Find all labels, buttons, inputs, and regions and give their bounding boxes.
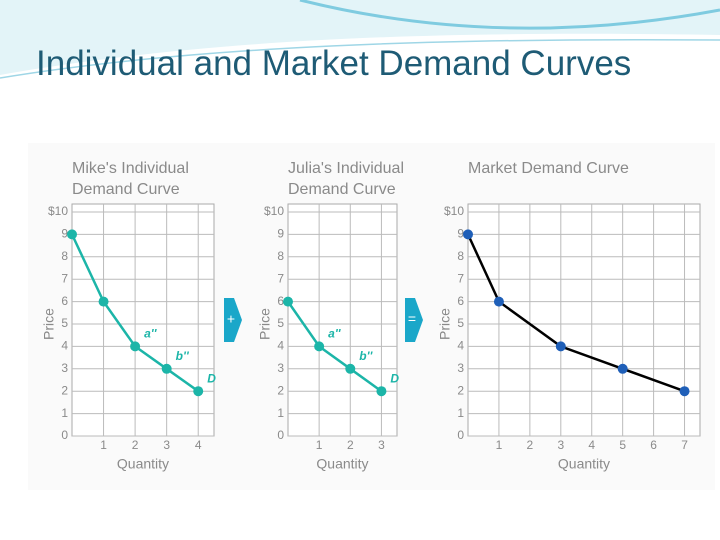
annotation: D xyxy=(390,371,399,385)
y-tick-label: 3 xyxy=(457,361,464,375)
x-tick-label: 2 xyxy=(132,438,139,452)
point xyxy=(193,386,204,397)
y-tick-label: 0 xyxy=(61,428,68,442)
y-tick-label: 4 xyxy=(61,339,68,353)
decor xyxy=(0,0,720,75)
y-tick-label: 6 xyxy=(457,294,464,308)
x-tick-label: 3 xyxy=(378,438,385,452)
y-tick-label: 6 xyxy=(61,294,68,308)
y-tick-label: 0 xyxy=(277,428,284,442)
operator-arrow xyxy=(224,298,242,342)
point xyxy=(67,229,77,240)
point xyxy=(493,296,504,307)
y-tick-label: 9 xyxy=(277,227,284,241)
point xyxy=(130,341,141,352)
point xyxy=(283,296,293,307)
x-tick-label: 3 xyxy=(163,438,170,452)
y-tick-label: 8 xyxy=(277,249,284,263)
y-tick-label: 2 xyxy=(61,383,68,397)
x-tick-label: 4 xyxy=(195,438,202,452)
y-axis-label: Price xyxy=(41,308,57,340)
chart-title: Mike's Individual Demand Curve xyxy=(72,160,189,198)
y-tick-label: $10 xyxy=(444,204,464,218)
point xyxy=(376,386,387,397)
x-tick-label: 3 xyxy=(557,438,564,452)
chart-title: Market Demand Curve xyxy=(468,160,629,177)
decor xyxy=(0,38,720,79)
operator: + xyxy=(227,311,235,327)
y-tick-label: 2 xyxy=(277,383,284,397)
y-tick-label: 7 xyxy=(277,271,284,285)
y-tick-label: 6 xyxy=(277,294,284,308)
y-tick-label: 5 xyxy=(61,316,68,330)
x-tick-label: 6 xyxy=(650,438,657,452)
y-tick-label: $10 xyxy=(48,204,68,218)
y-tick-label: 1 xyxy=(457,406,464,420)
point xyxy=(161,363,172,374)
point xyxy=(345,363,356,374)
x-tick-label: 1 xyxy=(316,438,323,452)
decor xyxy=(299,0,720,30)
annotation: D xyxy=(207,371,216,385)
annotation: a'' xyxy=(328,327,342,341)
point xyxy=(98,296,109,307)
y-tick-label: 5 xyxy=(277,316,284,330)
y-tick-label: 4 xyxy=(457,339,464,353)
point xyxy=(463,229,473,240)
y-tick-label: 8 xyxy=(457,249,464,263)
annotation: b'' xyxy=(359,349,373,363)
point xyxy=(314,341,325,352)
chart-title: Julia's Individual Demand Curve xyxy=(288,160,405,198)
plot-area xyxy=(467,203,701,437)
y-tick-label: 4 xyxy=(277,339,284,353)
plot-area xyxy=(71,203,215,437)
demand-line xyxy=(286,300,383,393)
x-tick-label: 7 xyxy=(681,438,688,452)
x-tick-label: 5 xyxy=(619,438,626,452)
plot-area xyxy=(287,203,398,437)
y-tick-label: 8 xyxy=(61,249,68,263)
x-tick-label: 4 xyxy=(588,438,595,452)
y-tick-label: 7 xyxy=(457,271,464,285)
y-tick-label: 0 xyxy=(457,428,464,442)
y-tick-label: 1 xyxy=(277,406,284,420)
x-axis-label: Quantity xyxy=(558,456,610,472)
y-tick-label: 2 xyxy=(457,383,464,397)
y-tick-label: 3 xyxy=(61,361,68,375)
y-tick-label: 3 xyxy=(277,361,284,375)
y-tick-label: 9 xyxy=(457,227,464,241)
operator: = xyxy=(408,311,416,327)
point xyxy=(555,341,566,352)
y-tick-label: 5 xyxy=(457,316,464,330)
annotation: a'' xyxy=(144,327,158,341)
x-tick-label: 1 xyxy=(100,438,107,452)
y-tick-label: 9 xyxy=(61,227,68,241)
slide-title: Individual and Market Demand Curves xyxy=(36,44,632,83)
y-tick-label: 7 xyxy=(61,271,68,285)
annotation: b'' xyxy=(176,349,190,363)
operator-arrow xyxy=(405,298,423,342)
y-axis-label: Price xyxy=(437,308,453,340)
y-tick-label: $10 xyxy=(264,204,284,218)
y-axis-label: Price xyxy=(257,308,273,340)
x-axis-label: Quantity xyxy=(316,456,368,472)
y-tick-label: 1 xyxy=(61,406,68,420)
point xyxy=(617,363,628,374)
point xyxy=(679,386,690,397)
x-tick-label: 2 xyxy=(527,438,534,452)
x-tick-label: 2 xyxy=(347,438,354,452)
x-axis-label: Quantity xyxy=(117,456,169,472)
x-tick-label: 1 xyxy=(496,438,503,452)
